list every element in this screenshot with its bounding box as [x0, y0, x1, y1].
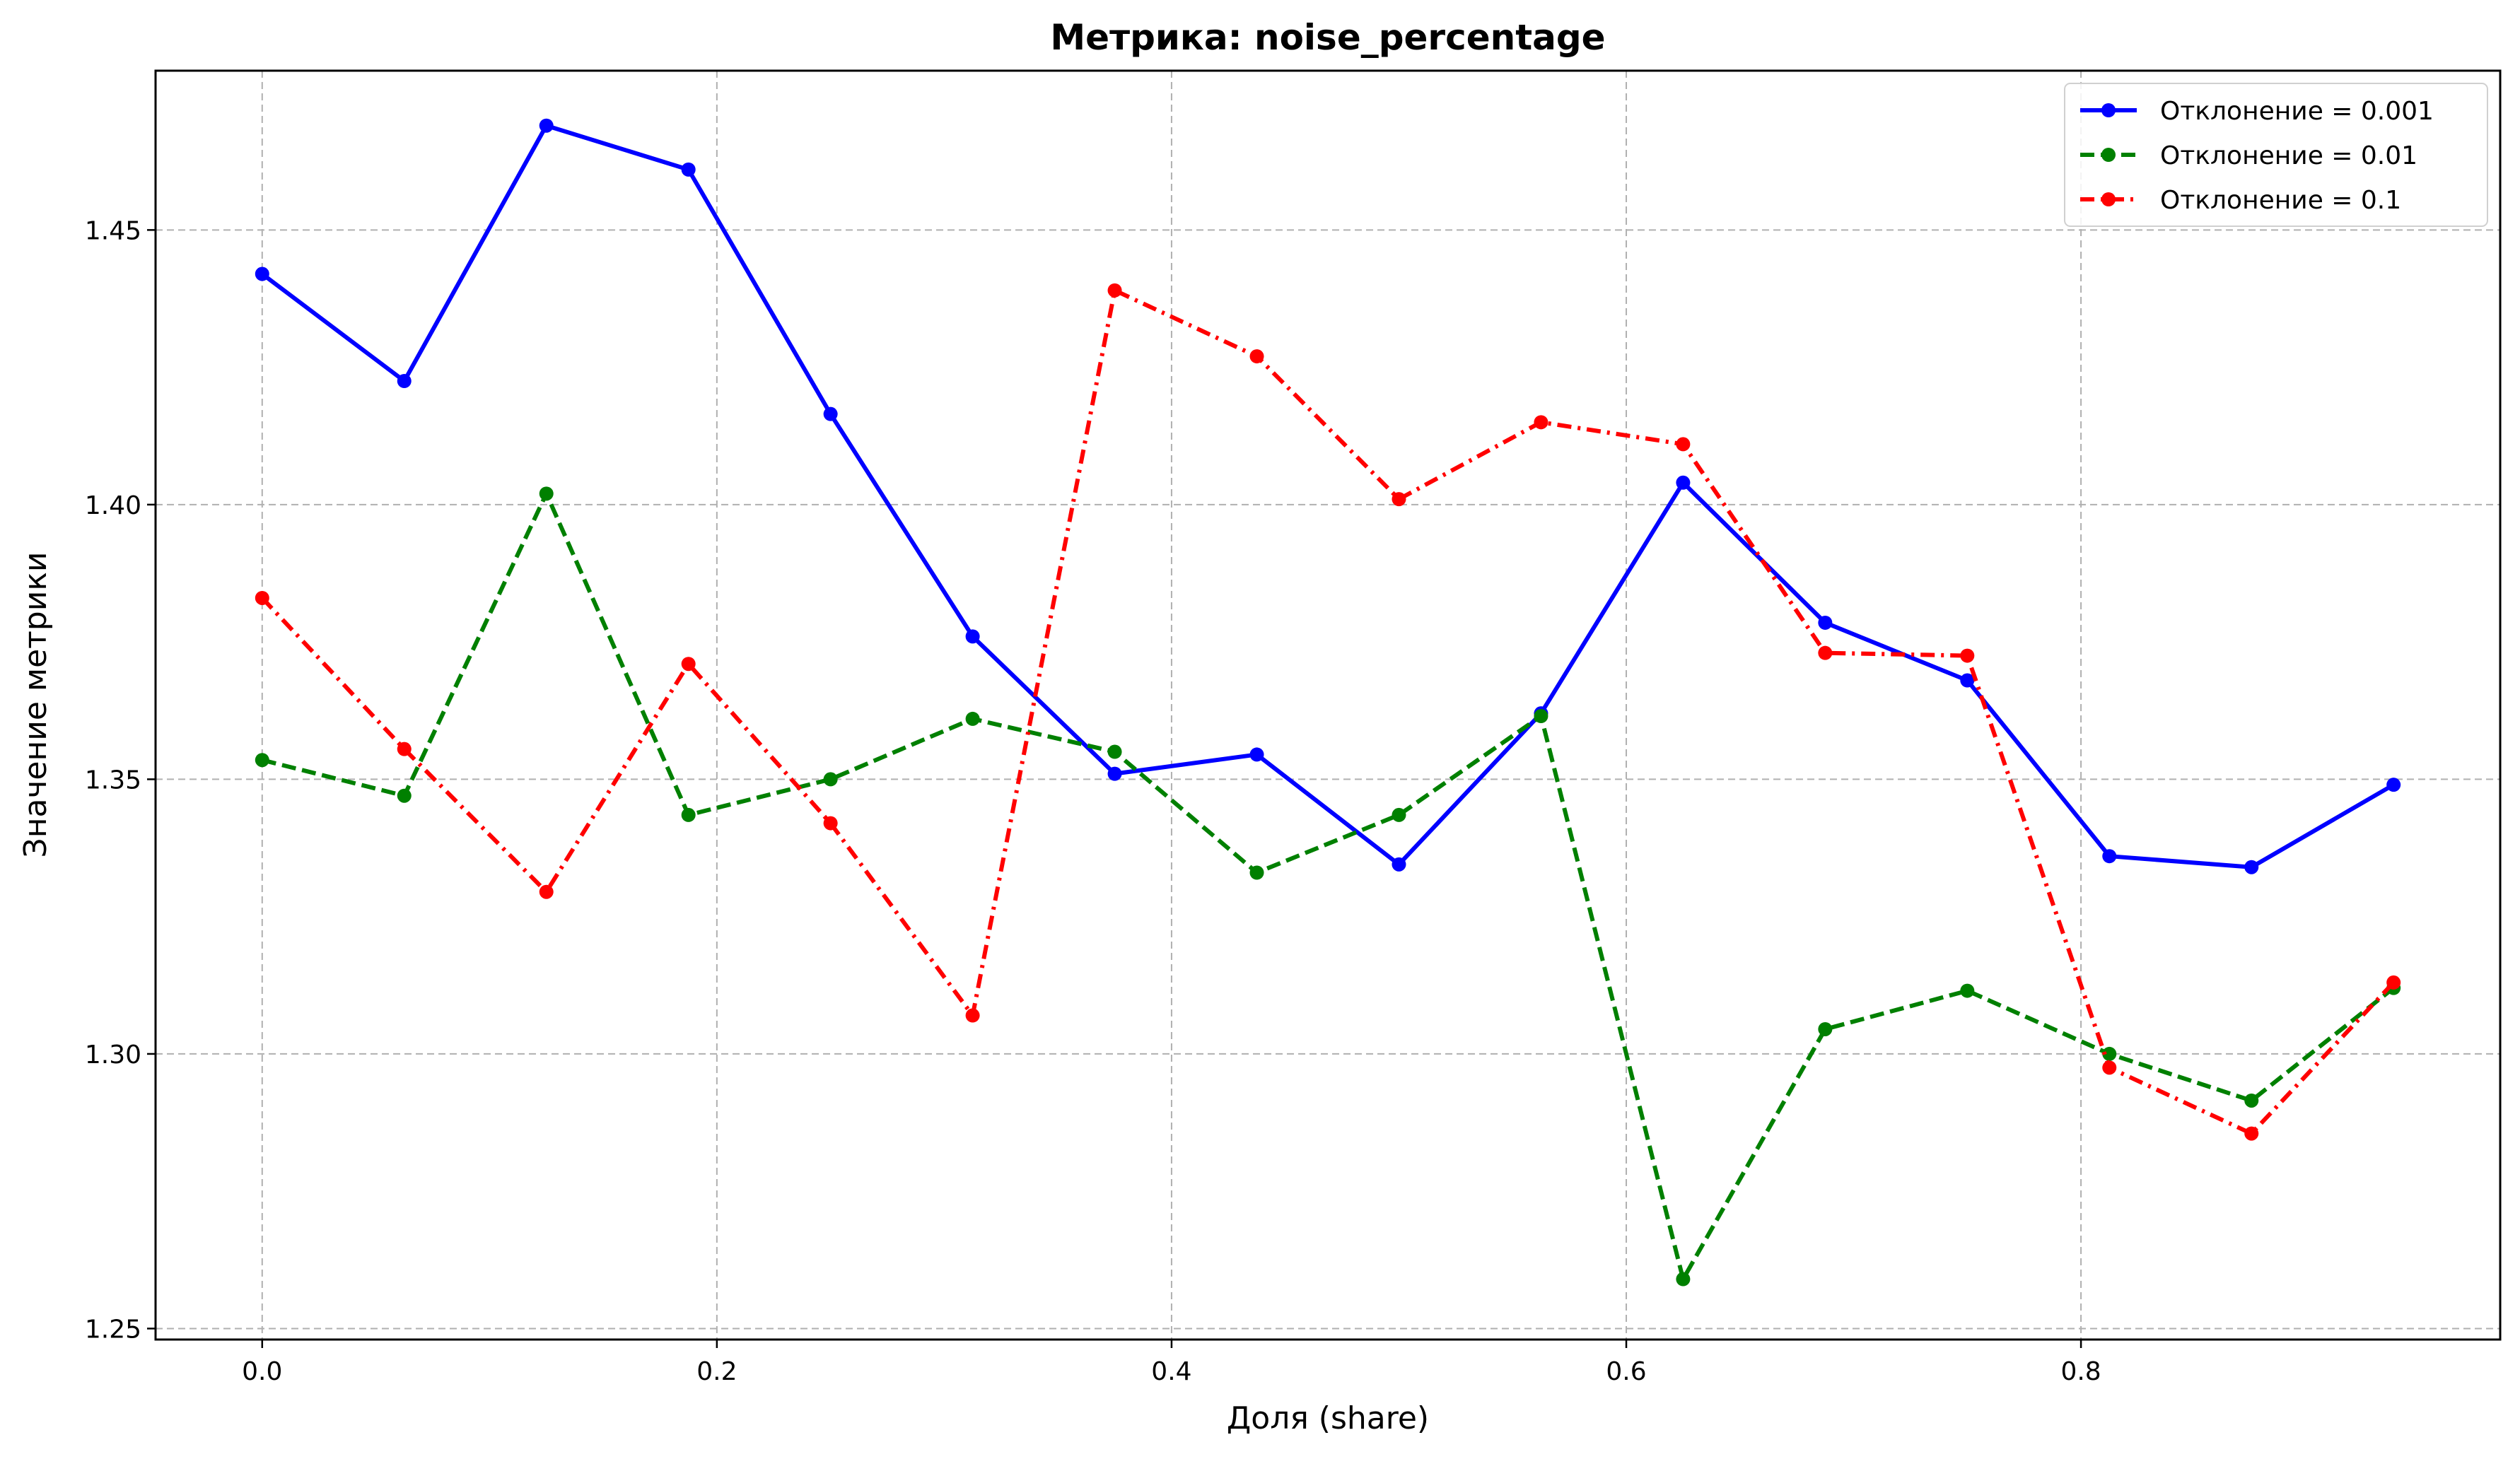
data-point — [1107, 744, 1122, 759]
data-point — [2102, 1060, 2117, 1075]
series-layer — [255, 118, 2401, 1287]
data-point — [2244, 1126, 2259, 1141]
y-tick-label: 1.40 — [85, 491, 141, 520]
x-tick-label: 0.0 — [242, 1357, 282, 1386]
data-point — [965, 1008, 980, 1023]
data-point — [1249, 865, 1264, 880]
legend-marker — [2101, 103, 2116, 117]
x-tick-label: 0.2 — [696, 1357, 737, 1386]
data-point — [539, 118, 554, 133]
data-point — [1534, 415, 1548, 430]
legend-label: Отклонение = 0.001 — [2160, 97, 2434, 126]
data-point — [1392, 857, 1406, 872]
data-point — [1960, 983, 1975, 998]
data-point — [397, 742, 412, 756]
series-line — [262, 491, 2396, 1282]
data-point — [1392, 492, 1406, 507]
data-point — [1818, 615, 1833, 630]
data-point — [2244, 860, 2259, 874]
plot-area-frame — [154, 69, 2502, 1341]
legend-label: Отклонение = 0.01 — [2160, 141, 2417, 170]
data-point — [1960, 648, 1975, 663]
data-point — [397, 374, 412, 389]
x-tick-label: 0.6 — [1606, 1357, 1646, 1386]
x-tick-label: 0.8 — [2060, 1357, 2101, 1386]
legend-marker — [2101, 148, 2116, 162]
data-point — [255, 266, 269, 281]
data-point — [1676, 475, 1691, 490]
data-point — [255, 753, 269, 768]
data-point — [255, 590, 269, 605]
data-point — [823, 816, 838, 831]
data-point — [1107, 766, 1122, 781]
data-point — [1249, 349, 1264, 364]
x-tick-label: 0.4 — [1151, 1357, 1191, 1386]
data-point — [2102, 849, 2117, 864]
legend-label: Отклонение = 0.1 — [2160, 186, 2401, 215]
data-point — [1818, 645, 1833, 660]
y-tick-label: 1.30 — [85, 1041, 141, 1070]
data-point — [539, 486, 554, 501]
data-point — [1534, 709, 1548, 724]
data-point — [2386, 778, 2401, 792]
data-point — [823, 406, 838, 421]
series-line — [260, 123, 2395, 869]
y-axis-ticks: 1.25 1.30 1.35 1.40 1.45 — [85, 216, 156, 1344]
chart-title: Метрика: noise_percentage — [1050, 17, 1605, 58]
series-2 — [255, 283, 2401, 1141]
series-line — [260, 288, 2396, 1136]
data-point — [965, 629, 980, 644]
data-point — [397, 788, 412, 803]
data-point — [2102, 1046, 2117, 1061]
x-axis-ticks: 0.0 0.2 0.4 0.6 0.8 — [242, 1340, 2101, 1386]
data-point — [2386, 975, 2401, 990]
y-tick-label: 1.45 — [85, 216, 141, 245]
data-point — [539, 884, 554, 899]
data-point — [1960, 673, 1975, 688]
data-point — [1249, 747, 1264, 762]
data-point — [2244, 1093, 2259, 1108]
data-point — [681, 807, 696, 822]
legend: Отклонение = 0.001 Отклонение = 0.01 Откло… — [2064, 83, 2488, 227]
legend-marker — [2101, 192, 2116, 206]
y-tick-label: 1.35 — [85, 766, 141, 795]
data-point — [1107, 283, 1122, 298]
x-axis-label: Доля (share) — [1227, 1400, 1429, 1436]
data-point — [1676, 437, 1691, 452]
data-point — [965, 711, 980, 726]
y-axis-label: Значение метрики — [18, 551, 54, 857]
data-point — [1392, 807, 1406, 822]
grid-lines — [156, 71, 2500, 1340]
legend-box — [2064, 83, 2488, 227]
data-point — [1818, 1021, 1833, 1036]
data-point — [681, 162, 696, 177]
y-tick-label: 1.25 — [85, 1315, 141, 1344]
data-point — [681, 657, 696, 672]
data-point — [823, 772, 838, 787]
series-0 — [255, 118, 2401, 874]
data-point — [1676, 1272, 1691, 1287]
